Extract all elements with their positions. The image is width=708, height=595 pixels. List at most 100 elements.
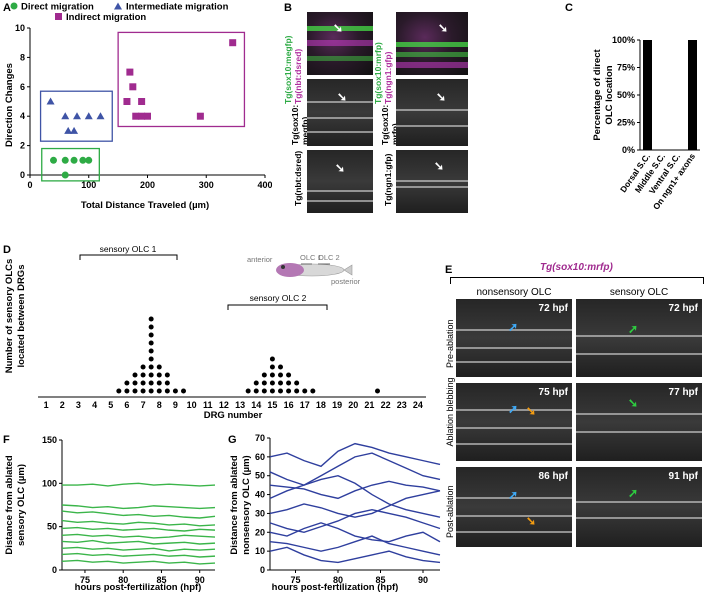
series-line [61, 504, 216, 510]
d-xtick-label: 12 [219, 400, 229, 410]
ytick-label: 40 [255, 490, 265, 500]
series-line [269, 522, 441, 543]
d-dot [148, 340, 154, 346]
zebrafish-schematic [276, 263, 353, 277]
d-xtick-label: 1 [44, 400, 49, 410]
a-point-intermediate [84, 112, 93, 120]
a-point-indirect [123, 98, 131, 105]
a-point-direct [61, 171, 69, 179]
a-point-indirect [129, 83, 137, 91]
e-time-pre-sensory: 72 hpf [668, 303, 698, 314]
panel-g-chart: Distance from ablated nonsensory OLC (µm… [229, 433, 441, 593]
legend-direct: Direct migration [21, 2, 94, 13]
a-ytick-label: 4 [20, 111, 25, 121]
a-xtick-label: 100 [81, 180, 96, 190]
panel-a-chart: Direct migration Intermediate migration … [4, 2, 272, 212]
bracket-olc2 [227, 304, 328, 310]
d-dot [278, 388, 283, 394]
a-point-indirect [196, 112, 204, 120]
b-col1-top-green: Tg(sox10:megfp) [283, 35, 293, 104]
panel-f-chart: Distance from ablated sensory OLC (µm) 7… [4, 435, 216, 593]
d-xtick-label: 10 [187, 400, 197, 410]
b-image-r1c1: ➘ [307, 12, 373, 75]
a-point-intermediate [73, 112, 81, 120]
d-dot [269, 372, 275, 378]
d-xtick-label: 11 [203, 400, 213, 410]
d-dot [148, 364, 154, 370]
panel-d-ylabel-2: located between DRGs [16, 265, 27, 368]
b-image-r3c1: ➘ [307, 150, 373, 213]
panel-f-marks [61, 482, 216, 565]
d-dot [269, 356, 275, 362]
panel-e-row-blebbing: Ablation blebbing [445, 377, 455, 447]
d-dot [181, 388, 186, 394]
b-image-r3c2: ➘ [396, 150, 468, 213]
series-line [269, 452, 441, 486]
c-ytick-label: 0% [622, 145, 635, 155]
series-line [269, 480, 441, 500]
d-dot [140, 380, 146, 386]
xtick-label: 75 [290, 575, 300, 585]
legend-intermediate: Intermediate migration [126, 2, 229, 13]
legend-intermediate-marker [114, 2, 122, 10]
panel-g-axes: 75 80 85 90 0 10 20 30 40 50 60 70 [255, 433, 440, 585]
d-xtick-label: 15 [267, 400, 277, 410]
series-line [269, 490, 441, 518]
series-line [269, 442, 441, 468]
d-dot [269, 388, 275, 394]
ytick-label: 150 [42, 435, 57, 445]
e-image-post-nonsensory: ➚ ➘ 86 hpf [456, 467, 572, 547]
fish-label-olc2: OLC 2 [318, 253, 340, 262]
a-xtick-label: 200 [140, 180, 155, 190]
c-ytick-label: 100% [612, 35, 635, 45]
d-dot [278, 380, 283, 386]
d-xtick-label: 22 [381, 400, 391, 410]
panel-f-ylabel-2: sensory OLC (µm) [16, 464, 27, 546]
d-dot [124, 380, 130, 386]
a-point-direct [85, 156, 93, 164]
fish-label-anterior: anterior [247, 255, 273, 264]
d-dot [310, 388, 316, 394]
d-xtick-label: 20 [348, 400, 358, 410]
e-image-bleb-sensory: ➘ 77 hpf [576, 383, 702, 461]
d-dot [269, 380, 275, 386]
legend-indirect: Indirect migration [66, 12, 146, 23]
series-line [269, 474, 441, 518]
b-col1-bot-label: Tg(nbt:dsred) [293, 150, 303, 206]
ytick-label: 60 [255, 452, 265, 462]
e-image-pre-sensory: ➚ 72 hpf [576, 299, 702, 377]
d-xtick-label: 23 [397, 400, 407, 410]
d-dot [172, 388, 178, 394]
panel-letter-d: D [3, 244, 11, 256]
a-point-intermediate [64, 126, 73, 134]
bracket-olc1 [79, 254, 178, 260]
panel-letter-g: G [228, 434, 237, 446]
panel-a-marks [39, 31, 246, 182]
d-dot [261, 372, 267, 378]
d-dot [156, 380, 162, 386]
a-point-indirect [144, 112, 151, 120]
d-dot [278, 372, 283, 378]
d-dot [140, 388, 146, 394]
a-ytick-label: 0 [20, 170, 25, 180]
a-ytick-label: 10 [15, 23, 25, 33]
d-dot [148, 356, 154, 362]
panel-a-axes: 0 100 200 300 400 0 2 4 6 8 10 [15, 23, 272, 190]
panel-f-axes: 75 80 85 90 0 50 100 150 [42, 435, 215, 585]
xtick-label: 80 [118, 575, 128, 585]
d-dot [148, 348, 154, 354]
e-time-post-sensory: 91 hpf [668, 471, 698, 482]
b-col2-mid-line1: Tg(sox10: [380, 104, 390, 145]
b-image-r2c2: ➘ [396, 79, 468, 146]
d-dot [116, 388, 122, 394]
panel-letter-c: C [565, 2, 573, 14]
d-xtick-label: 3 [76, 400, 81, 410]
d-dot [132, 372, 138, 378]
b-col2-top-label: Tg(sox10:mrfp) Tg(ngn1:gfp) [373, 42, 393, 104]
panel-f-xlabel: hours post-fertilization (hpf) [75, 582, 202, 593]
xtick-label: 85 [156, 575, 166, 585]
d-xtick-label: 4 [92, 400, 97, 410]
d-xtick-label: 7 [141, 400, 146, 410]
d-dot [286, 372, 292, 378]
a-ytick-label: 8 [20, 52, 25, 62]
